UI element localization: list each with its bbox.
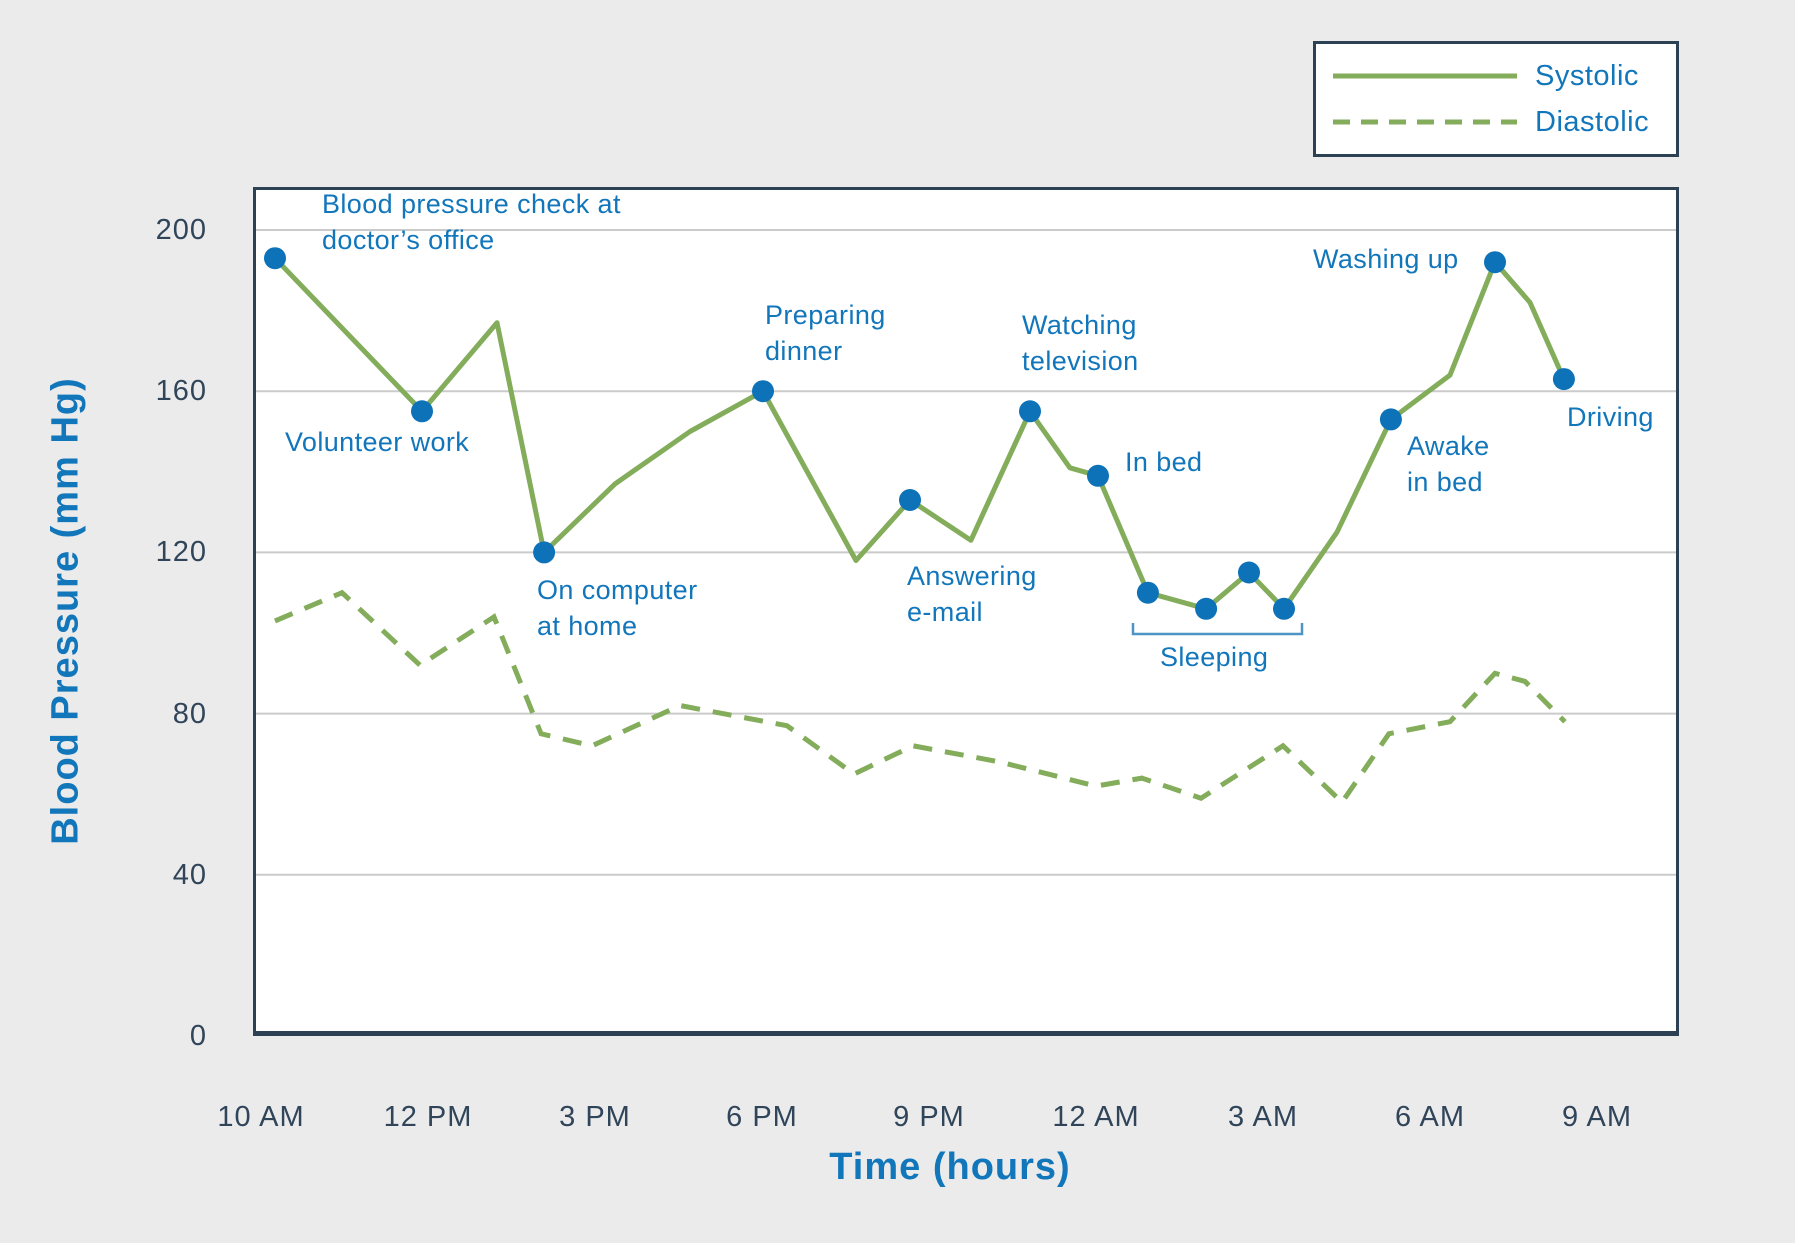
data-point-blood-pressure-check-at-doctor-s-office <box>264 247 286 270</box>
data-point-volunteer-work <box>411 400 433 423</box>
x-tick-label-3-pm: 3 PM <box>559 1101 631 1133</box>
data-point-preparing-dinner <box>752 380 774 403</box>
annotation-volunteer-work: Volunteer work <box>285 424 469 460</box>
annotation-in-bed-line: In bed <box>1125 447 1203 477</box>
annotation-answering-email-line: Answering <box>907 561 1037 591</box>
x-tick-label-6-pm: 6 PM <box>726 1101 798 1133</box>
annotation-awake-in-bed-line: Awake <box>1407 431 1490 461</box>
annotation-driving: Driving <box>1567 399 1654 435</box>
x-tick-label-12-am: 12 AM <box>1052 1101 1140 1133</box>
x-tick-label-9-pm: 9 PM <box>893 1101 965 1133</box>
annotation-on-computer-line: On computer <box>537 575 698 605</box>
annotation-awake-in-bed-line: in bed <box>1407 467 1483 497</box>
annotation-watching-tv: Watching television <box>1022 307 1139 379</box>
diastolic-line-swatch <box>1333 119 1517 125</box>
annotation-watching-tv-line: television <box>1022 346 1139 376</box>
chart-plot-svg <box>253 187 1679 1036</box>
legend-label-diastolic: Diastolic <box>1535 105 1650 138</box>
y-tick-label-0: 0 <box>189 1020 207 1052</box>
legend: Systolic Diastolic <box>1313 41 1679 157</box>
annotation-sleeping-line: Sleeping <box>1160 642 1269 672</box>
data-point-sleeping <box>1136 581 1159 604</box>
annotation-bp-check-line: Blood pressure check at <box>322 189 621 219</box>
data-point-in-bed <box>1087 464 1109 487</box>
annotation-awake-in-bed: Awake in bed <box>1407 428 1490 500</box>
systolic-line <box>273 256 1567 612</box>
annotation-in-bed: In bed <box>1125 444 1202 480</box>
systolic-line-swatch <box>1333 73 1517 79</box>
x-tick-label-12-pm: 12 PM <box>383 1101 473 1133</box>
annotation-watching-tv-line: Watching <box>1022 310 1137 340</box>
y-tick-label-80: 80 <box>172 697 207 730</box>
data-point-sleeping <box>1273 597 1295 620</box>
annotation-washing-up: Washing up <box>1313 241 1459 277</box>
annotation-volunteer-work-line: Volunteer work <box>285 427 470 457</box>
annotation-sleeping: Sleeping <box>1160 639 1268 675</box>
plot-area <box>253 187 1679 1036</box>
data-point-sleeping <box>1238 561 1260 584</box>
x-tick-label-6-am: 6 AM <box>1394 1101 1466 1133</box>
data-point-watching-television <box>1019 400 1041 423</box>
x-tick-label-3-am: 3 AM <box>1227 1101 1299 1133</box>
legend-label-systolic: Systolic <box>1535 59 1639 92</box>
annotation-preparing-dinner: Preparing dinner <box>765 297 886 369</box>
annotation-bp-check: Blood pressure check at doctor’s office <box>322 186 621 258</box>
y-axis-title: Blood Pressure (mm Hg) <box>44 377 87 845</box>
annotation-preparing-dinner-line: dinner <box>765 336 843 366</box>
annotation-answering-email: Answering e-mail <box>907 558 1037 630</box>
data-point-washing-up <box>1484 251 1506 274</box>
data-point-answering-e-mail <box>899 489 921 511</box>
y-tick-label-40: 40 <box>172 858 207 891</box>
data-point-driving <box>1552 368 1575 391</box>
annotation-bp-check-line: doctor’s office <box>322 225 495 255</box>
x-tick-label-10-am: 10 AM <box>217 1101 305 1133</box>
y-tick-label-200: 200 <box>155 214 207 246</box>
data-point-awake-in-bed <box>1379 408 1402 431</box>
x-axis-title: Time (hours) <box>829 1146 1071 1188</box>
annotation-on-computer-line: at home <box>537 611 638 641</box>
data-point-on-computer-at-home <box>533 541 556 564</box>
sleeping-bracket <box>1131 623 1304 636</box>
annotation-on-computer: On computer at home <box>537 572 697 644</box>
y-tick-label-160: 160 <box>155 375 207 408</box>
annotation-preparing-dinner-line: Preparing <box>765 300 886 330</box>
y-tick-label-120: 120 <box>155 536 207 569</box>
x-tick-label-9-am: 9 AM <box>1561 1101 1633 1133</box>
annotation-driving-line: Driving <box>1567 402 1654 432</box>
legend-row-diastolic: Diastolic <box>1333 105 1676 138</box>
annotation-washing-up-line: Washing up <box>1313 244 1459 274</box>
data-point-sleeping <box>1195 597 1218 620</box>
annotation-answering-email-line: e-mail <box>907 597 983 627</box>
legend-row-systolic: Systolic <box>1333 59 1676 92</box>
